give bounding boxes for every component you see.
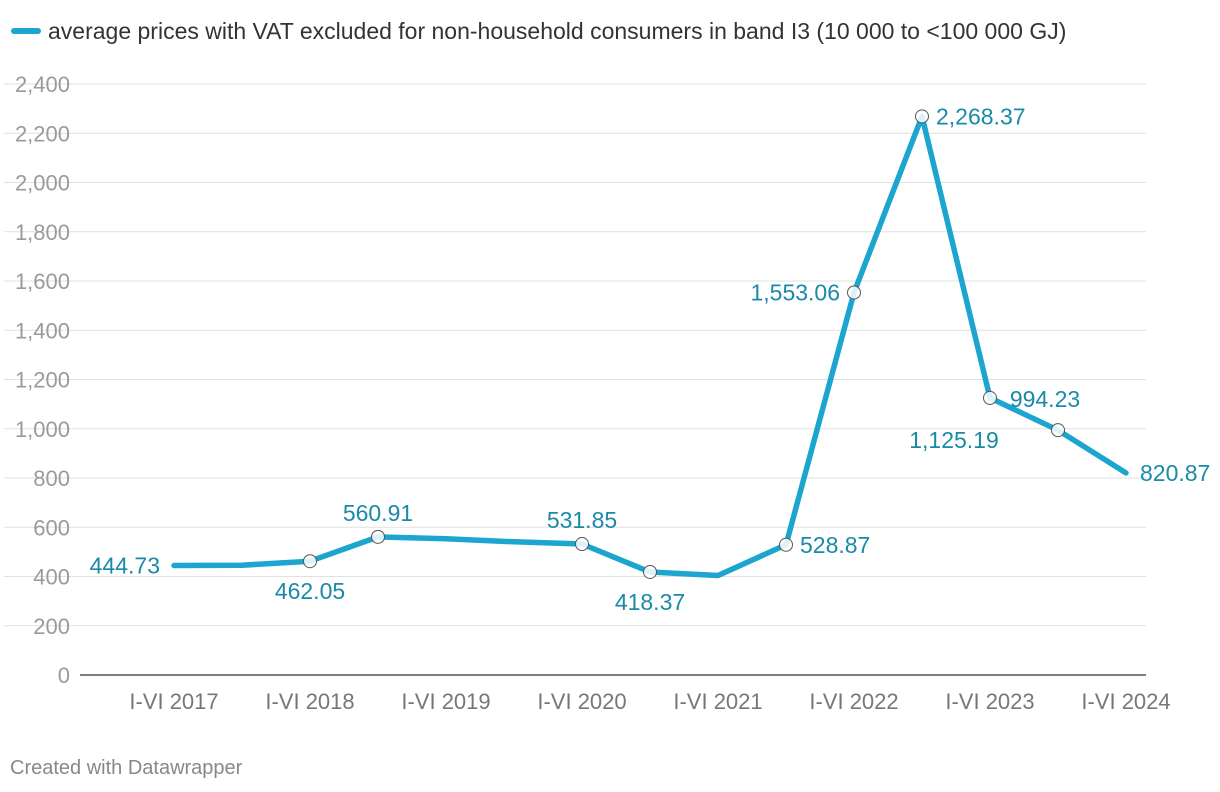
data-marker <box>303 554 317 569</box>
y-tick-label: 400 <box>33 565 70 590</box>
data-label: 820.87 <box>1140 460 1210 486</box>
data-label: 418.37 <box>615 589 685 615</box>
y-axis: 0 200 400 600 800 1,000 1,200 1,400 1,600 1,800 2,… <box>15 72 70 688</box>
y-tick-label: 2,000 <box>15 171 70 196</box>
gridlines <box>4 83 1146 676</box>
data-label: 1,553.06 <box>750 280 840 306</box>
y-tick-label: 200 <box>33 614 70 639</box>
x-tick-label: I-VI 2018 <box>265 689 354 714</box>
data-labels: 462.05 560.91 531.85 418.37 528.87 1,553.06 2,… <box>90 103 1211 615</box>
data-label: 531.85 <box>547 507 617 533</box>
data-label: 1,125.19 <box>909 427 999 453</box>
legend: average prices with VAT excluded for non… <box>11 18 1066 44</box>
data-label: 462.05 <box>275 578 345 604</box>
data-label: 2,268.37 <box>936 103 1026 129</box>
data-label: 994.23 <box>1010 386 1080 412</box>
data-marker <box>779 537 793 552</box>
data-marker <box>983 390 997 405</box>
x-tick-label: I-VI 2019 <box>401 689 490 714</box>
series-line <box>171 113 1129 579</box>
x-tick-label: I-VI 2021 <box>673 689 762 714</box>
legend-label: average prices with VAT excluded for non… <box>48 18 1066 44</box>
data-markers <box>303 109 1065 579</box>
data-marker <box>371 529 385 544</box>
x-tick-label: I-VI 2023 <box>945 689 1034 714</box>
y-tick-label: 1,000 <box>15 417 70 442</box>
footer-credit: Created with Datawrapper <box>10 757 243 779</box>
data-label: 560.91 <box>343 500 413 526</box>
y-tick-label: 2,400 <box>15 72 70 97</box>
x-tick-label: I-VI 2024 <box>1081 689 1170 714</box>
y-tick-label: 1,600 <box>15 269 70 294</box>
y-tick-label: 2,200 <box>15 121 70 146</box>
y-tick-label: 0 <box>58 663 70 688</box>
data-marker <box>915 109 929 124</box>
data-marker <box>1051 423 1065 438</box>
data-label: 444.73 <box>90 552 160 578</box>
y-tick-label: 1,400 <box>15 318 70 343</box>
y-tick-label: 800 <box>33 466 70 491</box>
data-marker <box>847 285 861 300</box>
x-axis: I-VI 2017 I-VI 2018 I-VI 2019 I-VI 2020 I-VI… <box>129 689 1170 714</box>
data-label: 528.87 <box>800 532 870 558</box>
y-tick-label: 600 <box>33 515 70 540</box>
data-marker <box>575 537 589 552</box>
y-tick-label: 1,200 <box>15 368 70 393</box>
data-marker <box>643 564 657 579</box>
y-tick-label: 1,800 <box>15 220 70 245</box>
series-path <box>171 113 1129 579</box>
x-tick-label: I-VI 2020 <box>537 689 626 714</box>
x-tick-label: I-VI 2022 <box>809 689 898 714</box>
x-tick-label: I-VI 2017 <box>129 689 218 714</box>
